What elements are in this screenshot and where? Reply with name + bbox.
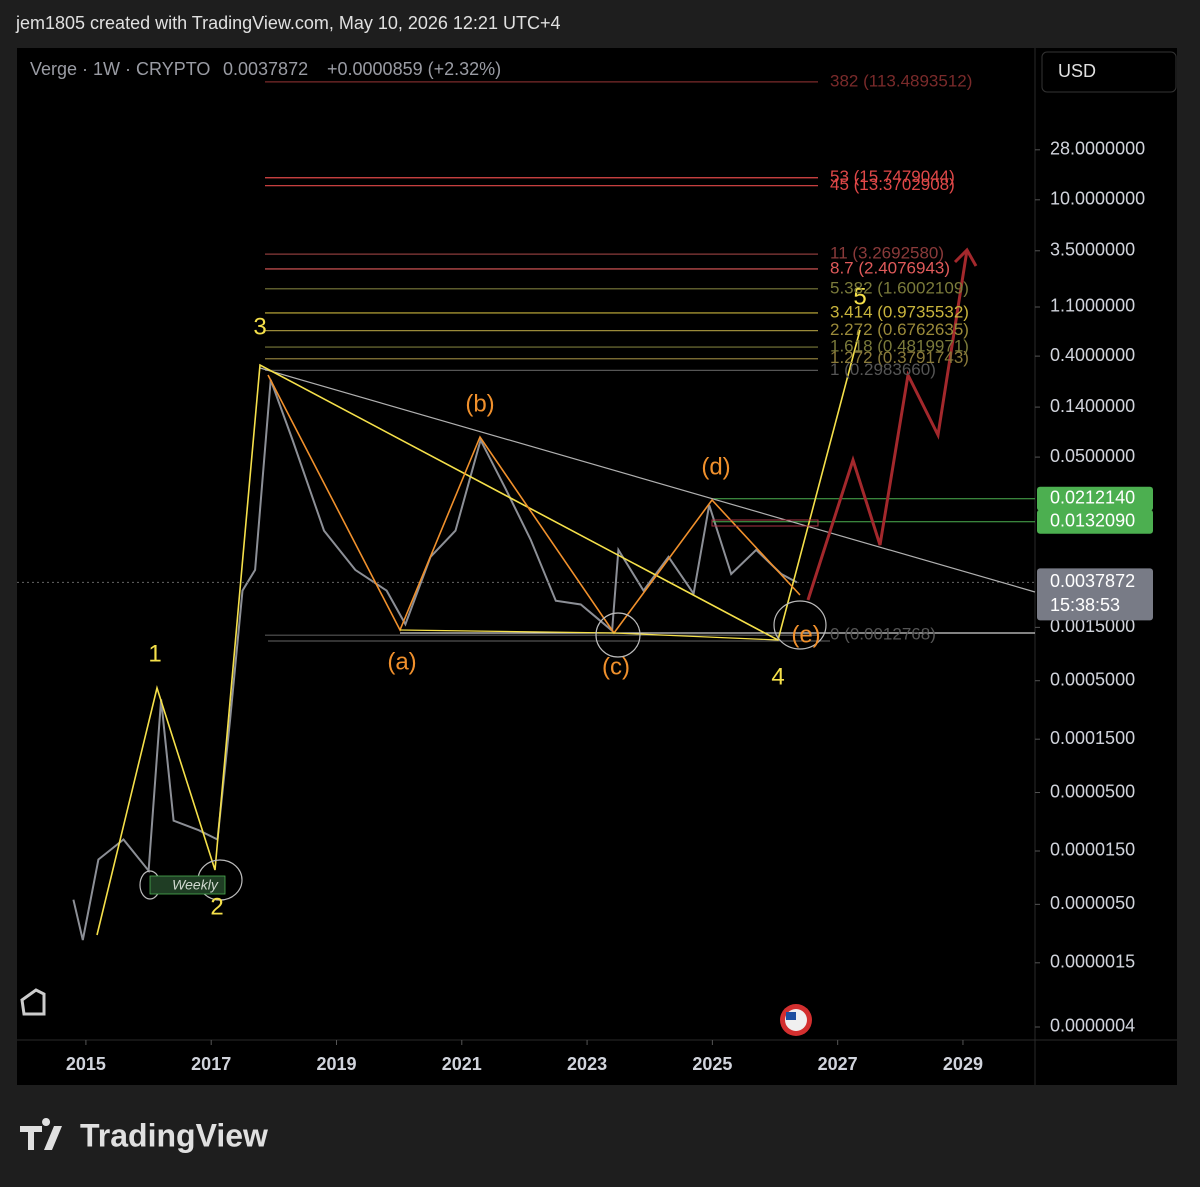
fib-label: 1.272 (0.3791743) [830,348,969,367]
fib-label: 8.7 (2.4076943) [830,258,950,277]
wave-line [399,629,779,641]
wave-label: (d) [701,453,730,480]
y-tick-label: 28.0000000 [1050,139,1145,159]
brand-mark [20,1118,62,1150]
y-tick-label: 3.5000000 [1050,240,1135,260]
caption: jem1805 created with TradingView.com, Ma… [15,13,560,33]
wave-label: 5 [853,283,866,310]
x-tick-label: 2021 [442,1054,482,1074]
price-tag [1037,509,1153,534]
y-tick-label: 1.1000000 [1050,296,1135,316]
y-tick-label: 0.4000000 [1050,345,1135,365]
currency-button[interactable] [1041,51,1177,93]
drawings [96,247,1036,936]
price-tag-label: 0.0132090 [1050,510,1135,530]
fib-label: 1.618 (0.4819971) [830,337,969,356]
y-tick-label: 0.0015000 [1050,616,1135,636]
wave-label: 2 [210,893,223,920]
y-tick-label: 0.0000015 [1050,952,1135,972]
y-tick-label: 0.0000500 [1050,781,1135,801]
countdown: 15:38:53 [1050,595,1120,615]
brand: TradingView [80,1117,268,1153]
fib-label: 382 (113.4893512) [830,71,972,90]
fib-label: 45 (13.3702908) [830,175,955,194]
y-tick-label: 0.0000150 [1050,840,1135,860]
fib-label: 53 (15.7479044) [830,167,955,186]
wave-labels: 1 2 3 4 5 (a) (b) (c) (d) (e) [148,283,866,920]
y-tick-label: 0.0000050 [1050,893,1135,913]
symbol: Verge · 1W · CRYPTO [30,59,210,79]
fib-label: 5.382 (1.6002109) [830,278,969,297]
y-tick-label: 0.0500000 [1050,446,1135,466]
y-tick-label: 0.0001500 [1050,728,1135,748]
wave-label: 4 [771,663,784,690]
impulse-wave [96,329,861,936]
wave-label: 3 [253,313,266,340]
y-tick-label: 0.0000004 [1050,1016,1135,1036]
x-tick-label: 2023 [567,1054,607,1074]
x-tick-label: 2017 [191,1054,231,1074]
fib-label: 11 (3.2692580) [830,244,944,263]
last-price-tag [1037,568,1153,621]
price-tag-label: 0.0212140 [1050,487,1135,507]
chart-area [17,48,1177,1085]
trendline [259,367,1036,593]
x-tick-label: 2027 [818,1054,858,1074]
fib-label: 2.272 (0.6762635) [830,320,969,339]
wave-label: (e) [791,621,820,648]
box [711,519,819,527]
wave-label: 1 [148,640,161,667]
circle [595,612,641,658]
marks [17,81,1035,941]
note: Weekly [172,877,219,893]
price: 0.0037872 [223,59,308,79]
note-box [149,875,226,895]
y-tick-label: 10.0000000 [1050,189,1145,209]
x-tick-label: 2025 [692,1054,732,1074]
y-tick-label: 0.0005000 [1050,669,1135,689]
x-tick-label: 2029 [943,1054,983,1074]
arrowhead [953,247,978,267]
abcde-wave [267,374,801,635]
fib-label: 3.414 (0.9735532) [830,302,969,321]
fib-label: 1 (0.2983660) [830,360,936,379]
currency-label[interactable]: USD [1058,61,1096,81]
wave-label: (a) [387,648,416,675]
wave-label: (b) [465,390,494,417]
logo-icon [20,988,46,1016]
price-line [72,379,798,941]
x-tick-label: 2019 [316,1054,356,1074]
fib-label: 0 (0.0012768) [830,625,936,644]
projection [806,249,969,601]
wave-label: (c) [602,653,630,680]
x-tick-label: 2015 [66,1054,106,1074]
change: +0.0000859 (+2.32%) [327,59,501,79]
flag-icon [786,1012,796,1020]
price-tag [1037,486,1153,511]
y-tick-label: 0.1400000 [1050,396,1135,416]
circle [773,600,827,650]
last-price-label: 0.0037872 [1050,571,1135,591]
